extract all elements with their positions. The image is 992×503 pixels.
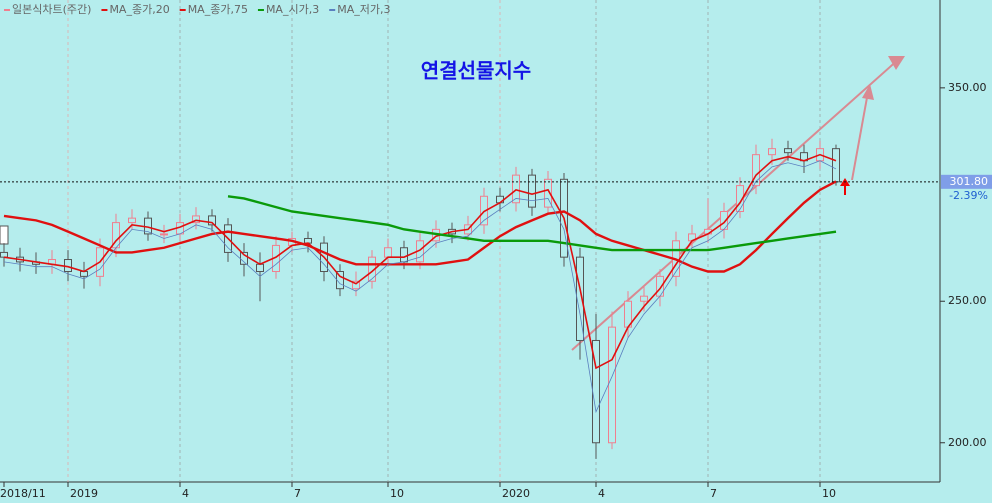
candle-body [384, 247, 392, 258]
candle-body [512, 174, 520, 204]
legend-label: 일본식차트(주간) [12, 2, 91, 16]
x-tick-label: 4 [598, 487, 605, 500]
candle-body [576, 256, 584, 341]
ma-line [3, 180, 837, 273]
candle-body [208, 215, 216, 226]
x-tick-label: 4 [182, 487, 189, 500]
candle-body [160, 233, 168, 236]
legend-label: MA_저가,3 [337, 3, 390, 16]
candle-body [736, 185, 744, 213]
x-tick-label: 10 [390, 487, 404, 500]
legend-label: MA_종가,75 [188, 3, 248, 16]
y-tick-label: 200.00 [948, 436, 987, 449]
ma-line [3, 153, 837, 370]
legend-label: MA_종가,20 [109, 3, 169, 16]
x-tick-label: 2019 [70, 487, 98, 500]
chart-title: 연결선물지수 [421, 59, 531, 83]
candle-body [768, 148, 776, 156]
candle-body [480, 195, 488, 226]
candle-body [256, 263, 264, 273]
candle-body [544, 178, 552, 208]
x-tick-label: 10 [822, 487, 836, 500]
y-tick-label: 250.00 [948, 294, 987, 307]
candle-body [832, 148, 840, 183]
candle-body [784, 148, 792, 154]
candle-body [752, 154, 760, 187]
candle-body [640, 295, 648, 302]
candle-body [128, 217, 136, 224]
x-tick-label: 2020 [502, 487, 530, 500]
candle-body [608, 326, 616, 444]
x-tick-label: 2018/11 [0, 487, 46, 500]
current-price-box [941, 174, 992, 189]
ma-line [227, 195, 837, 252]
y-tick-label: 350.00 [948, 81, 987, 94]
x-tick-label: 7 [710, 487, 717, 500]
legend-label: MA_시가,3 [266, 3, 319, 16]
current-price-label: 301.80 [950, 175, 989, 188]
candle-body [400, 247, 408, 263]
ma-line [3, 160, 837, 414]
candle-body [0, 251, 8, 258]
candle-body [352, 280, 360, 290]
change-label: -2.39% [949, 189, 988, 202]
candle-body [528, 174, 536, 208]
side-handle[interactable] [0, 225, 9, 245]
x-tick-label: 7 [294, 487, 301, 500]
candle-body [192, 215, 200, 224]
